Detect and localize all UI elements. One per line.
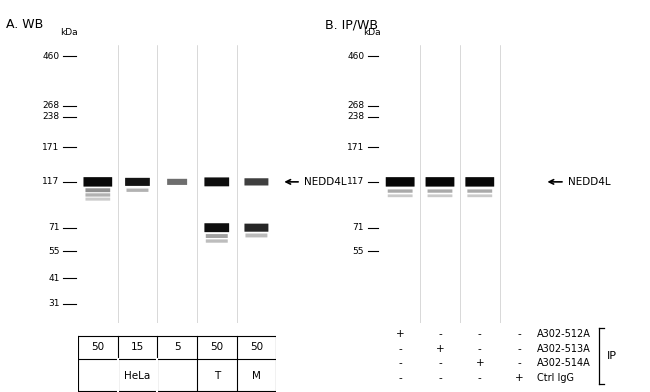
Text: kDa: kDa xyxy=(60,28,78,37)
Text: NEDD4L: NEDD4L xyxy=(304,177,346,187)
FancyBboxPatch shape xyxy=(388,194,413,197)
Text: -: - xyxy=(478,344,482,354)
Text: 55: 55 xyxy=(353,247,364,256)
Text: 5: 5 xyxy=(174,342,181,352)
FancyBboxPatch shape xyxy=(206,240,228,243)
Text: -: - xyxy=(438,329,442,339)
Text: 31: 31 xyxy=(48,299,60,308)
Text: 71: 71 xyxy=(353,223,364,232)
Text: -: - xyxy=(438,358,442,368)
Text: 55: 55 xyxy=(48,247,60,256)
FancyBboxPatch shape xyxy=(85,198,111,201)
FancyBboxPatch shape xyxy=(125,178,150,186)
FancyBboxPatch shape xyxy=(467,194,492,197)
Text: 50: 50 xyxy=(91,342,105,352)
FancyBboxPatch shape xyxy=(83,177,112,187)
Text: A302-512A: A302-512A xyxy=(537,329,591,339)
Text: -: - xyxy=(517,358,521,368)
FancyBboxPatch shape xyxy=(167,179,187,185)
Text: 15: 15 xyxy=(131,342,144,352)
FancyBboxPatch shape xyxy=(244,178,268,185)
Text: 50: 50 xyxy=(210,342,224,352)
Text: -: - xyxy=(478,329,482,339)
Text: 50: 50 xyxy=(250,342,263,352)
Text: 71: 71 xyxy=(48,223,60,232)
Text: T: T xyxy=(214,370,220,381)
Text: 238: 238 xyxy=(42,112,60,121)
Text: 238: 238 xyxy=(347,112,364,121)
Text: 117: 117 xyxy=(347,177,364,186)
FancyBboxPatch shape xyxy=(428,189,452,193)
Text: +: + xyxy=(475,358,484,368)
Text: -: - xyxy=(517,344,521,354)
Text: +: + xyxy=(436,344,445,354)
Text: B. IP/WB: B. IP/WB xyxy=(325,18,378,31)
Text: +: + xyxy=(396,329,404,339)
Text: -: - xyxy=(478,372,482,383)
FancyBboxPatch shape xyxy=(246,234,267,238)
FancyBboxPatch shape xyxy=(127,189,148,192)
FancyBboxPatch shape xyxy=(467,189,492,193)
Text: -: - xyxy=(398,358,402,368)
FancyBboxPatch shape xyxy=(85,188,111,192)
FancyBboxPatch shape xyxy=(204,223,229,232)
FancyBboxPatch shape xyxy=(385,177,415,187)
Text: 268: 268 xyxy=(347,102,364,111)
Text: 171: 171 xyxy=(347,143,364,152)
Text: 460: 460 xyxy=(42,52,60,61)
FancyBboxPatch shape xyxy=(244,224,268,232)
Text: A302-513A: A302-513A xyxy=(537,344,590,354)
FancyBboxPatch shape xyxy=(206,234,228,238)
Text: A. WB: A. WB xyxy=(6,18,44,31)
Text: Ctrl IgG: Ctrl IgG xyxy=(537,372,574,383)
Text: -: - xyxy=(438,372,442,383)
Text: kDa: kDa xyxy=(363,28,380,37)
FancyBboxPatch shape xyxy=(204,178,229,186)
FancyBboxPatch shape xyxy=(465,177,494,187)
Text: -: - xyxy=(517,329,521,339)
Text: M: M xyxy=(252,370,261,381)
Text: A302-514A: A302-514A xyxy=(537,358,590,368)
FancyBboxPatch shape xyxy=(428,194,452,197)
Text: IP: IP xyxy=(607,351,617,361)
FancyBboxPatch shape xyxy=(388,189,413,193)
Text: NEDD4L: NEDD4L xyxy=(568,177,611,187)
Text: 171: 171 xyxy=(42,143,60,152)
Text: HeLa: HeLa xyxy=(124,370,151,381)
Text: 41: 41 xyxy=(48,274,60,283)
Text: -: - xyxy=(398,372,402,383)
FancyBboxPatch shape xyxy=(426,177,454,187)
Text: +: + xyxy=(515,372,524,383)
FancyBboxPatch shape xyxy=(85,193,111,197)
Text: 460: 460 xyxy=(347,52,364,61)
Text: 268: 268 xyxy=(42,102,60,111)
Text: 117: 117 xyxy=(42,177,60,186)
Text: -: - xyxy=(398,344,402,354)
